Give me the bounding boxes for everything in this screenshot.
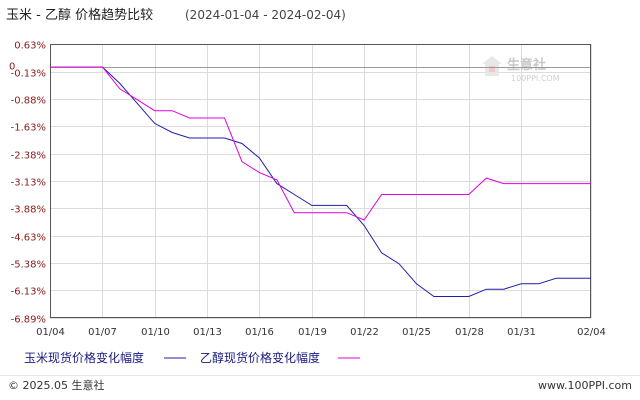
x-tick-label: 01/31 (507, 327, 536, 338)
series-line-corn (50, 66, 591, 297)
footer-bar (0, 375, 640, 400)
series-line-ethanol (50, 66, 591, 221)
x-tick-label: 02/04 (577, 327, 606, 338)
watermark: 生意社 100PPI.COM (482, 56, 560, 83)
footer-copyright: © 2025.05 生意社 (8, 378, 104, 392)
watermark-url: 100PPI.COM (511, 74, 560, 83)
x-tick-label: 01/07 (88, 327, 117, 338)
zero-label: 0 (9, 62, 15, 73)
chart-title: 玉米 - 乙醇 价格趋势比较 (6, 7, 153, 23)
y-tick-label: -4.63% (11, 233, 46, 244)
x-tick-label: 01/22 (350, 327, 379, 338)
x-tick-label: 01/04 (36, 327, 65, 338)
footer-site: www.100PPI.com (538, 379, 632, 392)
x-tick-label: 01/19 (298, 327, 327, 338)
y-tick-label: -2.38% (11, 151, 46, 162)
y-tick-label: 0.63% (14, 41, 46, 52)
y-tick-label: -1.63% (11, 123, 46, 134)
y-tick-layer: 0.63% -0.13% -0.88% -1.63% -2.38% -3.13% -3.88… (11, 41, 46, 326)
y-tick-label: -0.88% (11, 96, 46, 107)
x-tick-layer: 01/04 01/07 01/10 01/13 01/16 01/19 01/22 01/25… (36, 327, 606, 338)
watermark-house-window (489, 66, 495, 72)
y-tick-label: -0.13% (11, 69, 46, 80)
x-tick-label: 01/28 (455, 327, 484, 338)
y-tick-label: -3.88% (11, 205, 46, 216)
y-tick-label: -5.38% (11, 260, 46, 271)
legend-label-corn: 玉米现货价格变化幅度 (24, 350, 144, 365)
x-tick-label: 01/16 (245, 327, 274, 338)
x-tick-label: 01/25 (402, 327, 431, 338)
series-layer (50, 66, 591, 297)
y-tick-label: -6.89% (11, 315, 46, 326)
axis-layer (50, 44, 591, 318)
plot-frame (50, 44, 591, 318)
watermark-name: 生意社 (507, 57, 546, 73)
grid-layer (50, 44, 592, 319)
y-tick-label: -6.13% (11, 287, 46, 298)
x-tick-label: 01/13 (193, 327, 222, 338)
chart-date-range: (2024-01-04 - 2024-02-04) (185, 8, 346, 22)
legend: 玉米现货价格变化幅度 乙醇现货价格变化幅度 (24, 350, 360, 365)
legend-label-ethanol: 乙醇现货价格变化幅度 (200, 350, 320, 365)
y-tick-label: -3.13% (11, 178, 46, 189)
x-tick-label: 01/10 (141, 327, 170, 338)
